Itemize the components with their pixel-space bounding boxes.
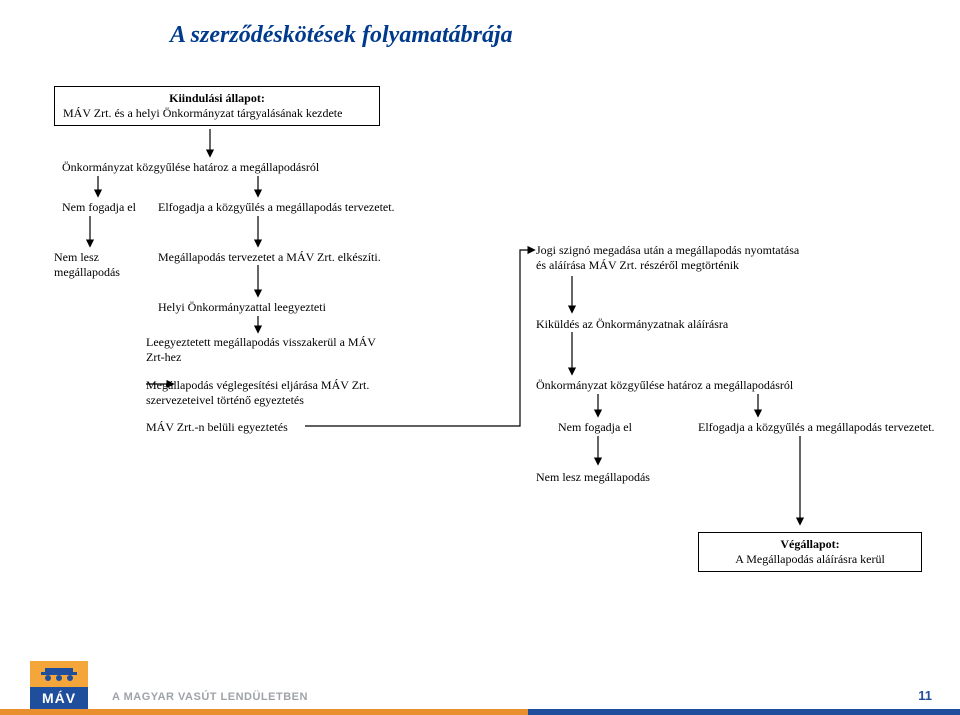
slide-page: A szerződéskötések folyamatábrája Kiindu… xyxy=(0,0,960,715)
outcome-no-deal: Nem lesz megállapodás xyxy=(54,250,120,280)
decision-reject-2: Nem fogadja el xyxy=(558,420,632,435)
logo-text: MÁV xyxy=(30,687,88,709)
start-line1: Kiindulási állapot: xyxy=(63,91,371,106)
end-line1: Végállapot: xyxy=(707,537,913,552)
decision-accept-2: Elfogadja a közgyűlés a megállapodás ter… xyxy=(698,420,935,435)
step-send-for-signature: Kiküldés az Önkormányzatnak aláírásra xyxy=(536,317,728,332)
decision-reject: Nem fogadja el xyxy=(62,200,136,215)
start-line2: MÁV Zrt. és a helyi Önkormányzat tárgyal… xyxy=(63,106,371,121)
end-state-box: Végállapot: A Megállapodás aláírásra ker… xyxy=(698,532,922,572)
step-legal-sign-print: Jogi szignó megadása után a megállapodás… xyxy=(536,243,799,273)
slide-footer: MÁV A MAGYAR VASÚT LENDÜLETBEN 11 xyxy=(0,661,960,715)
page-number: 11 xyxy=(918,688,932,703)
logo-icon xyxy=(30,661,88,687)
footer-accent-bar xyxy=(0,709,960,715)
page-title: A szerződéskötések folyamatábrája xyxy=(170,22,513,49)
step-finalization-procedure: Megállapodás véglegesítési eljárása MÁV … xyxy=(146,378,369,408)
footer-tagline: A MAGYAR VASÚT LENDÜLETBEN xyxy=(112,691,308,703)
step-agree-local-gov: Helyi Önkormányzattal leegyezteti xyxy=(158,300,326,315)
step-internal-mav-review: MÁV Zrt.-n belüli egyeztetés xyxy=(146,420,288,435)
outcome-no-deal-2: Nem lesz megállapodás xyxy=(536,470,650,485)
start-state-box: Kiindulási állapot: MÁV Zrt. és a helyi … xyxy=(54,86,380,126)
step-assembly-decides: Önkormányzat közgyűlése határoz a megáll… xyxy=(62,160,319,175)
step-draft-returns-mav: Leegyeztetett megállapodás visszakerül a… xyxy=(146,335,376,365)
end-line2: A Megállapodás aláírásra kerül xyxy=(707,552,913,567)
step-assembly-decides-2: Önkormányzat közgyűlése határoz a megáll… xyxy=(536,378,793,393)
mav-logo: MÁV xyxy=(30,661,88,709)
step-mav-prepares-draft: Megállapodás tervezetet a MÁV Zrt. elkés… xyxy=(158,250,381,265)
decision-accept: Elfogadja a közgyűlés a megállapodás ter… xyxy=(158,200,395,215)
